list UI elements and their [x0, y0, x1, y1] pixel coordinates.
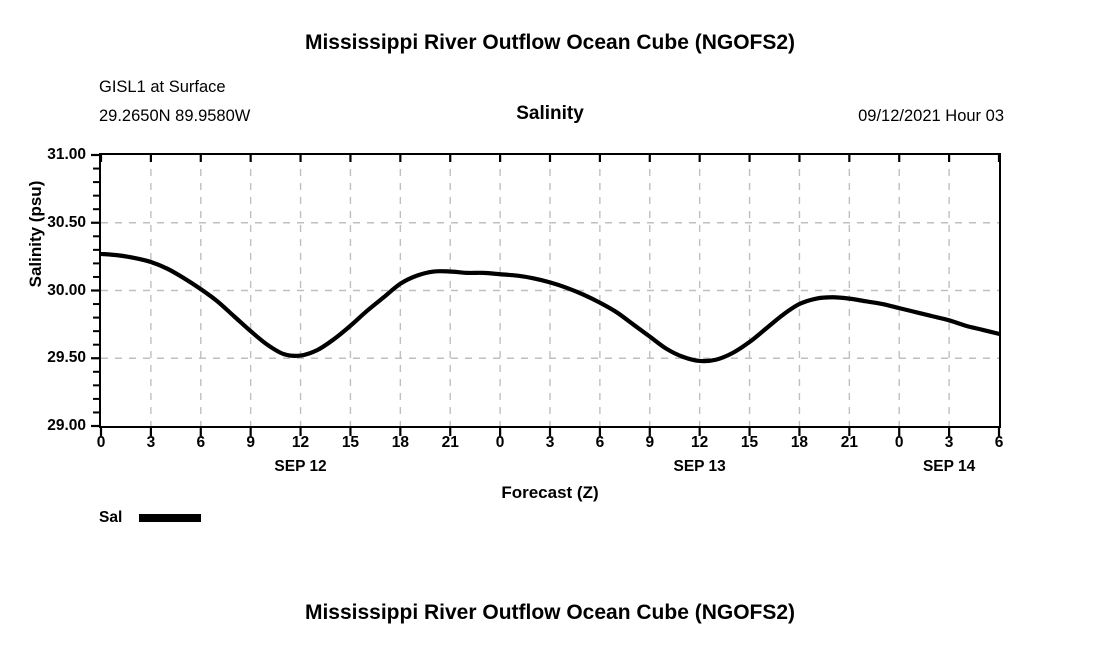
- y-tick-label: 29.00: [47, 417, 86, 434]
- page-title-top: Mississippi River Outflow Ocean Cube (NG…: [304, 31, 796, 54]
- x-tick-label: 12: [291, 434, 310, 451]
- x-tick-label: 15: [740, 434, 759, 451]
- page-title-bottom: Mississippi River Outflow Ocean Cube (NG…: [304, 601, 796, 624]
- grid-lines: [101, 155, 999, 426]
- data-series-layer: [101, 251, 999, 364]
- x-tick-label: 21: [840, 434, 858, 451]
- data-line-sal: [101, 251, 999, 364]
- x-tick-label: 3: [545, 434, 555, 451]
- x-tick-label: 3: [146, 434, 156, 451]
- y-tick-label: 31.00: [47, 146, 86, 163]
- variable-label: Salinity: [516, 103, 584, 124]
- x-tick-label: 0: [495, 434, 505, 451]
- day-label: SEP 13: [673, 458, 726, 475]
- plot-inner: [101, 155, 999, 426]
- y-tick-label: 29.50: [47, 349, 86, 367]
- day-label: SEP 14: [922, 458, 976, 475]
- plot-area: [99, 153, 1001, 428]
- forecast-datetime-label: 09/12/2021 Hour 03: [858, 107, 1004, 125]
- y-tick-label: 30.50: [47, 213, 86, 231]
- y-axis-title: Salinity (psu): [26, 180, 45, 288]
- coordinates-label: 29.2650N 89.9580W: [99, 107, 251, 125]
- x-tick-label: 0: [894, 434, 904, 451]
- x-tick-label: 21: [441, 434, 459, 451]
- x-tick-label: 6: [994, 434, 1004, 451]
- legend: Sal: [99, 509, 202, 527]
- x-tick-label: 9: [246, 434, 255, 451]
- x-tick-label: 15: [341, 434, 360, 451]
- x-tick-label: 9: [645, 434, 655, 451]
- x-tick-label: 0: [96, 434, 106, 451]
- x-tick-label: 6: [196, 434, 206, 451]
- x-tick-label: 18: [391, 434, 409, 451]
- x-tick-label: 12: [691, 434, 709, 451]
- legend-label-sal: Sal: [99, 509, 123, 526]
- day-label: SEP 12: [274, 458, 327, 475]
- x-axis-title: Forecast (Z): [501, 483, 599, 502]
- x-tick-label: 18: [790, 434, 809, 451]
- y-tick-label: 30.00: [47, 281, 86, 299]
- legend-swatch-sal: [139, 514, 202, 522]
- x-tick-label: 3: [944, 434, 954, 451]
- x-tick-label: 6: [595, 434, 605, 451]
- station-label: GISL1 at Surface: [99, 78, 226, 96]
